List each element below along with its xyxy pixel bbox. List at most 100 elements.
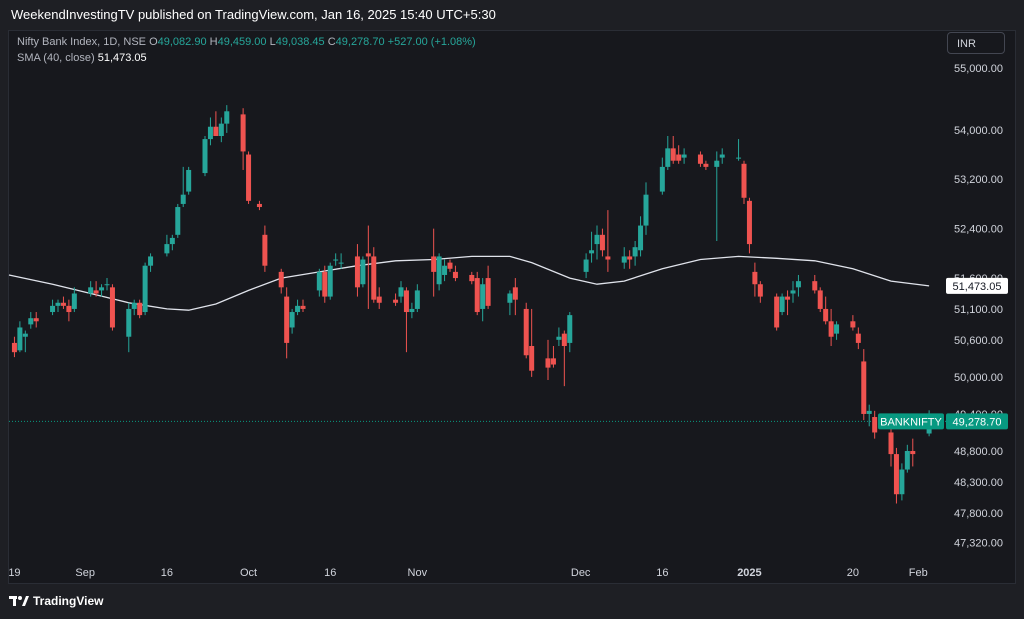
candle-up: [904, 451, 910, 470]
candle-up: [338, 262, 344, 264]
candle-up: [142, 265, 148, 313]
symbol-label[interactable]: Nifty Bank Index, 1D, NSE: [17, 36, 146, 48]
last-price-tag: [946, 413, 1008, 430]
candle-down: [752, 271, 758, 285]
high-value: 49,459.00: [217, 36, 267, 48]
candle-down: [670, 148, 676, 161]
y-axis-tick-label: 50,600.00: [954, 335, 1003, 347]
candle-up: [186, 169, 192, 192]
candle-up: [436, 256, 442, 285]
candle-down: [529, 346, 535, 371]
candle-up: [28, 318, 34, 325]
candle-up: [899, 469, 905, 495]
footer-bar: [0, 584, 1024, 619]
candle-up: [207, 126, 213, 140]
candle-up: [409, 308, 415, 313]
y-axis-tick-label: 48,800.00: [954, 446, 1003, 458]
candle-up: [719, 154, 725, 158]
candle-down: [447, 262, 453, 269]
x-axis-tick-label: Nov: [408, 567, 428, 579]
candle-up: [583, 259, 589, 272]
y-axis-tick-label: 52,400.00: [954, 224, 1003, 236]
candle-down: [469, 274, 475, 282]
candle-down: [11, 342, 17, 353]
candle-up: [327, 265, 333, 297]
candle-up: [104, 284, 110, 286]
candle-up: [866, 410, 872, 414]
candle-up: [567, 315, 573, 343]
candle-up: [714, 160, 720, 167]
x-axis-tick-label: Sep: [75, 567, 95, 579]
candle-down: [828, 321, 834, 337]
candle-up: [289, 312, 295, 328]
candle-down: [605, 256, 611, 260]
candle-up: [834, 324, 840, 334]
sma-label[interactable]: SMA (40, close): [17, 52, 95, 64]
candle-down: [893, 454, 899, 495]
x-axis-tick-label: Oct: [240, 567, 257, 579]
tradingview-brand: TradingView: [33, 594, 104, 608]
candle-down: [545, 358, 551, 368]
candle-down: [33, 318, 39, 322]
candle-up: [175, 207, 181, 235]
y-axis-tick-label: 47,800.00: [954, 508, 1003, 520]
candle-down: [746, 200, 752, 245]
candle-down: [246, 154, 252, 201]
candle-down: [855, 333, 861, 343]
candle-down: [371, 256, 377, 300]
open-prefix: O: [149, 36, 158, 48]
candle-down: [757, 284, 763, 297]
candle-down: [137, 302, 143, 316]
y-axis-tick-label: 54,000.00: [954, 125, 1003, 137]
candle-down: [850, 321, 856, 328]
x-axis-tick-label: Dec: [571, 567, 591, 579]
symbol-price-tag: [878, 413, 944, 430]
candle-up: [681, 154, 687, 158]
currency-button[interactable]: INR: [947, 32, 1005, 54]
y-axis-tick-label: 48,300.00: [954, 477, 1003, 489]
candle-up: [71, 293, 77, 309]
candle-down: [213, 126, 219, 136]
candle-down: [561, 333, 567, 346]
candle-down: [284, 296, 290, 343]
candle-down: [240, 114, 246, 152]
close-prefix: C: [327, 36, 336, 48]
candle-up: [148, 256, 154, 266]
candle-down: [888, 432, 894, 455]
y-axis-tick-label: 53,200.00: [954, 174, 1003, 186]
candle-up: [316, 271, 322, 291]
candle-up: [594, 234, 600, 245]
candle-up: [790, 290, 796, 294]
publisher-line: WeekendInvestingTV published on TradingV…: [11, 7, 496, 22]
candle-up: [795, 281, 801, 288]
last-price-tag-label: 49,278.70: [953, 416, 1002, 428]
candle-up: [414, 290, 420, 309]
open-value: 49,082.90: [157, 36, 207, 48]
y-axis-tick-label: 51,100.00: [954, 304, 1003, 316]
candle-up: [589, 250, 595, 254]
candle-down: [627, 256, 633, 260]
sma-line: [8, 255, 930, 311]
candle-down: [523, 308, 529, 356]
x-axis-tick-label: 16: [324, 567, 336, 579]
candle-down: [599, 234, 605, 251]
candle-up: [55, 302, 61, 306]
candle-down: [741, 163, 747, 198]
candle-up: [50, 305, 56, 313]
candle-down: [93, 290, 99, 294]
high-prefix: H: [209, 36, 218, 48]
chart-panel[interactable]: [8, 30, 1016, 584]
candle-down: [278, 271, 284, 288]
x-axis-tick-label: 19: [8, 567, 20, 579]
candle-down: [60, 302, 66, 306]
candle-down: [262, 234, 268, 266]
candle-up: [736, 157, 742, 159]
candle-down: [823, 308, 829, 322]
low-prefix: L: [269, 36, 276, 48]
candle-up: [218, 123, 224, 136]
candle-up: [295, 305, 301, 313]
candle-up: [632, 247, 638, 257]
candle-up: [659, 166, 665, 192]
candle-down: [322, 271, 328, 297]
